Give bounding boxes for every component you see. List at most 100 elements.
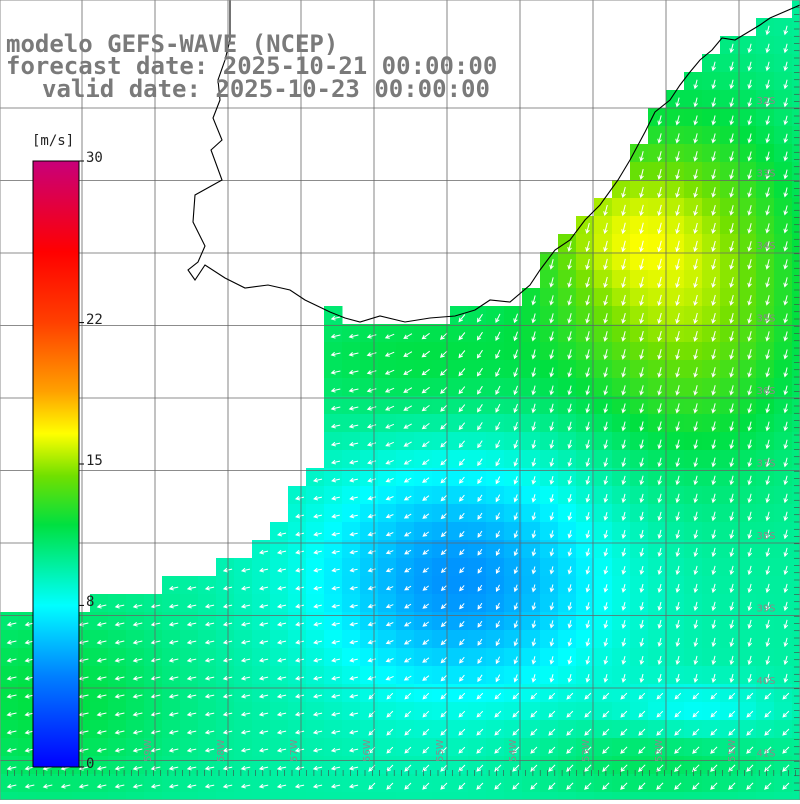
- wind-cell: [522, 378, 541, 397]
- wind-cell: [594, 576, 613, 595]
- wind-cell: [198, 792, 217, 800]
- wind-cell: [756, 792, 775, 800]
- wind-cell: [126, 666, 145, 685]
- wind-cell: [180, 666, 199, 685]
- wind-cell: [558, 504, 577, 523]
- wind-cell: [324, 558, 343, 577]
- wind-cell: [162, 738, 181, 757]
- wind-cell: [450, 576, 469, 595]
- wind-cell: [486, 414, 505, 433]
- wind-cell: [558, 234, 577, 253]
- wind-cell: [450, 522, 469, 541]
- wind-cell: [738, 756, 757, 775]
- wind-cell: [666, 558, 685, 577]
- wind-cell: [774, 378, 793, 397]
- wind-cell: [774, 72, 793, 91]
- wind-cell: [360, 342, 379, 361]
- wind-cell: [756, 504, 775, 523]
- wind-cell: [792, 504, 800, 523]
- wind-cell: [486, 306, 505, 325]
- wind-cell: [234, 792, 253, 800]
- wind-cell: [576, 630, 595, 649]
- wind-cell: [90, 648, 109, 667]
- wind-cell: [576, 342, 595, 361]
- wind-cell: [162, 792, 181, 800]
- wind-cell: [324, 612, 343, 631]
- wind-cell: [738, 774, 757, 793]
- wind-cell: [774, 720, 793, 739]
- wind-cell: [0, 612, 19, 631]
- wind-cell: [774, 108, 793, 127]
- wind-cell: [738, 126, 757, 145]
- wind-cell: [684, 72, 703, 91]
- wind-cell: [396, 720, 415, 739]
- wind-cell: [702, 666, 721, 685]
- wind-cell: [522, 486, 541, 505]
- wind-cell: [774, 504, 793, 523]
- lon-label: 59W: [143, 739, 154, 762]
- wind-cell: [576, 522, 595, 541]
- wind-cell: [702, 396, 721, 415]
- wind-cell: [720, 342, 739, 361]
- wind-cell: [162, 576, 181, 595]
- wind-cell: [720, 522, 739, 541]
- wind-cell: [702, 234, 721, 253]
- wind-cell: [666, 522, 685, 541]
- wind-cell: [630, 504, 649, 523]
- wind-cell: [756, 630, 775, 649]
- wind-cell: [720, 774, 739, 793]
- wind-cell: [342, 378, 361, 397]
- wind-cell: [18, 792, 37, 800]
- wind-cell: [144, 630, 163, 649]
- lon-label: 56W: [362, 739, 373, 762]
- wind-arrow: [278, 514, 286, 518]
- wind-cell: [108, 630, 127, 649]
- wind-cell: [432, 396, 451, 415]
- wind-cell: [720, 270, 739, 289]
- wind-cell: [702, 684, 721, 703]
- wind-cell: [684, 360, 703, 379]
- wind-cell: [738, 252, 757, 271]
- wind-cell: [108, 738, 127, 757]
- wind-cell: [648, 450, 667, 469]
- wind-cell: [702, 342, 721, 361]
- wind-cell: [216, 630, 235, 649]
- wind-cell: [378, 720, 397, 739]
- wind-cell: [396, 522, 415, 541]
- wind-cell: [648, 522, 667, 541]
- wind-cell: [648, 216, 667, 235]
- wind-cell: [432, 594, 451, 613]
- wind-cell: [486, 396, 505, 415]
- wind-arrow: [242, 550, 250, 554]
- wind-cell: [396, 576, 415, 595]
- wind-cell: [450, 774, 469, 793]
- wind-cell: [360, 432, 379, 451]
- wind-cell: [684, 162, 703, 181]
- wind-cell: [756, 72, 775, 91]
- wind-cell: [702, 90, 721, 109]
- wind-cell: [522, 324, 541, 343]
- wind-cell: [198, 738, 217, 757]
- wind-cell: [162, 720, 181, 739]
- wind-cell: [198, 774, 217, 793]
- wind-cell: [324, 414, 343, 433]
- wind-cell: [90, 702, 109, 721]
- wind-cell: [126, 720, 145, 739]
- wind-cell: [738, 378, 757, 397]
- wind-cell: [630, 396, 649, 415]
- wind-cell: [342, 612, 361, 631]
- wind-cell: [126, 756, 145, 775]
- wind-cell: [540, 414, 559, 433]
- wind-cell: [252, 630, 271, 649]
- wind-cell: [666, 162, 685, 181]
- wind-cell: [576, 774, 595, 793]
- wind-cell: [432, 612, 451, 631]
- wind-cell: [324, 684, 343, 703]
- wind-arrow: [441, 315, 448, 321]
- wind-cell: [486, 558, 505, 577]
- wind-cell: [630, 252, 649, 271]
- wind-cell: [468, 630, 487, 649]
- wind-cell: [630, 306, 649, 325]
- wind-cell: [684, 612, 703, 631]
- wind-cell: [522, 648, 541, 667]
